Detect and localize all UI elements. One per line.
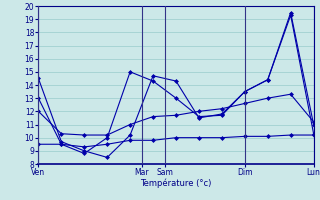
X-axis label: Température (°c): Température (°c) — [140, 179, 212, 188]
